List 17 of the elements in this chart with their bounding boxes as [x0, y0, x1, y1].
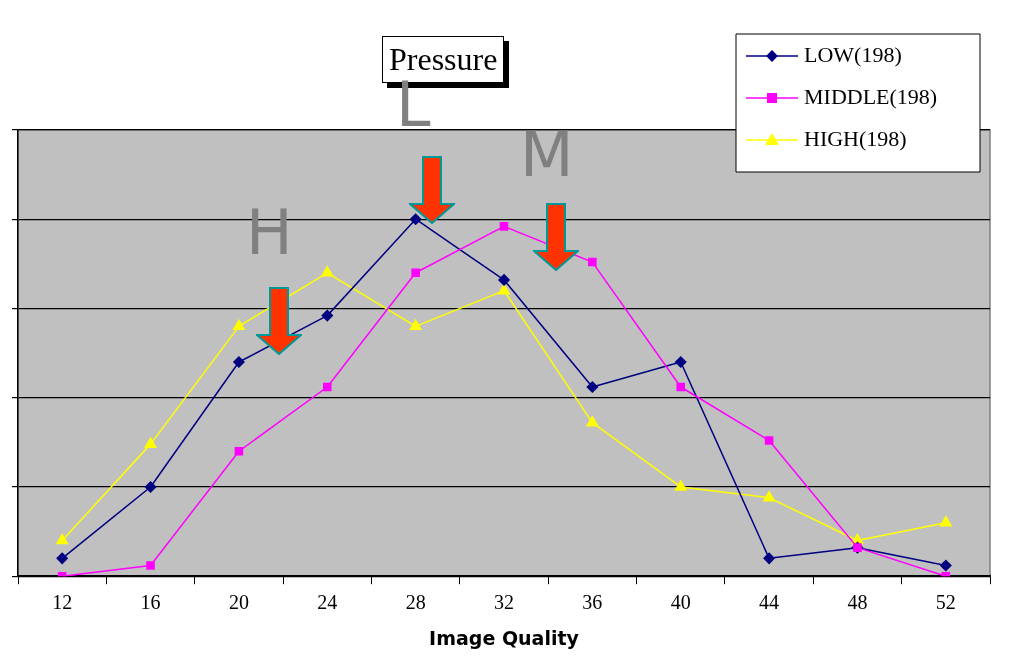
text: M — [520, 118, 574, 191]
legend-label: LOW(198) — [804, 41, 902, 67]
annotation: H — [246, 196, 293, 269]
x-tick-label: 32 — [494, 591, 514, 614]
x-axis-title: Image Quality — [429, 626, 580, 649]
x-tick-label: 28 — [405, 591, 426, 614]
x-tick-label: 48 — [847, 591, 868, 614]
x-tick-label: 20 — [228, 591, 249, 614]
x-tick-label: 24 — [317, 591, 338, 614]
x-tick-label: 36 — [582, 591, 603, 614]
legend-label: HIGH(198) — [804, 125, 907, 151]
x-tick-label: 44 — [759, 591, 780, 614]
x-tick-label: 40 — [670, 591, 691, 614]
x-tick-label: 52 — [935, 591, 956, 614]
x-tick-label: 16 — [140, 591, 161, 614]
x-tick-label: 12 — [52, 591, 73, 614]
legend-label: MIDDLE(198) — [804, 83, 938, 109]
